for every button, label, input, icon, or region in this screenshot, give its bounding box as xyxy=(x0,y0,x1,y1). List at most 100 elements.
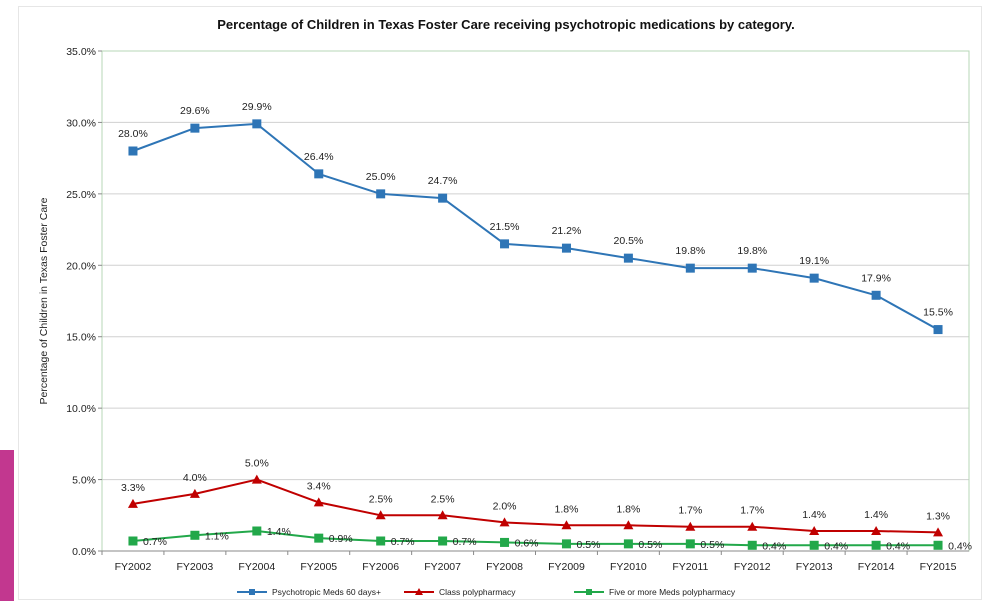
x-tick-label: FY2009 xyxy=(548,561,585,573)
slide-accent-bar xyxy=(0,450,14,601)
x-tick-label: FY2008 xyxy=(486,561,523,573)
x-tick-label: FY2003 xyxy=(177,561,214,573)
legend-label: Five or more Meds polypharmacy xyxy=(609,587,736,597)
data-label: 15.5% xyxy=(923,307,953,319)
x-tick-label: FY2004 xyxy=(238,561,275,573)
data-point xyxy=(933,527,944,537)
data-label: 0.5% xyxy=(700,539,724,551)
data-label: 4.0% xyxy=(183,472,207,484)
gridlines xyxy=(102,50,969,481)
data-point xyxy=(376,536,386,546)
data-label: 2.5% xyxy=(369,493,393,505)
y-tick-label: 5.0% xyxy=(72,475,96,487)
data-label: 1.3% xyxy=(926,510,950,522)
series-line xyxy=(132,530,938,547)
data-point xyxy=(438,193,448,203)
data-point xyxy=(313,497,324,507)
data-point xyxy=(128,146,138,156)
legend-label: Psychotropic Meds 60 days+ xyxy=(272,587,381,597)
data-point xyxy=(438,536,448,546)
data-point xyxy=(252,526,262,536)
y-tick-label: 35.0% xyxy=(66,46,96,58)
chart-frame: Percentage of Children in Texas Foster C… xyxy=(18,6,982,600)
y-tick-label: 30.0% xyxy=(66,117,96,129)
series-layer xyxy=(127,119,944,550)
data-label: 0.5% xyxy=(638,539,662,551)
data-point xyxy=(747,540,757,550)
axes: 0.0% 5.0% 10.0% 15.0% 20.0% 25.0% 30.0% 35.0% FY… xyxy=(66,46,970,573)
data-label: 1.8% xyxy=(616,503,640,515)
data-point xyxy=(747,521,758,531)
data-point xyxy=(871,540,881,550)
data-label: 0.7% xyxy=(453,536,477,548)
series-line xyxy=(132,122,939,331)
data-point xyxy=(376,189,386,199)
data-point xyxy=(251,474,262,484)
series-line xyxy=(132,478,939,534)
data-point xyxy=(561,539,571,549)
data-label: 1.4% xyxy=(267,526,291,538)
legend: Psychotropic Meds 60 days+ Class polyphar… xyxy=(237,587,736,597)
data-point xyxy=(871,526,882,535)
x-tick-label: FY2011 xyxy=(672,561,708,573)
data-label: 0.7% xyxy=(391,536,415,548)
data-label: 0.4% xyxy=(948,540,972,552)
legend-marker xyxy=(415,588,423,595)
data-point xyxy=(128,536,138,546)
data-point xyxy=(500,537,510,547)
data-point xyxy=(809,526,820,535)
data-label: 0.4% xyxy=(824,540,848,552)
data-label: 0.9% xyxy=(329,533,353,545)
x-tick-label: FY2010 xyxy=(610,561,647,573)
data-point xyxy=(189,488,200,498)
data-point xyxy=(685,263,695,273)
data-point xyxy=(623,520,634,530)
data-point xyxy=(623,253,633,263)
data-point xyxy=(747,263,757,273)
x-tick-label: FY2013 xyxy=(796,561,833,573)
data-point xyxy=(190,530,200,540)
x-tick-label: FY2002 xyxy=(115,561,152,573)
data-point xyxy=(933,325,943,335)
data-label: 20.5% xyxy=(614,235,644,247)
data-label: 2.0% xyxy=(493,500,517,512)
x-tick-label: FY2012 xyxy=(734,561,771,573)
x-tick-label: FY2007 xyxy=(424,561,461,573)
data-label: 28.0% xyxy=(118,128,148,140)
data-point xyxy=(685,539,695,549)
data-label: 19.8% xyxy=(675,245,705,257)
data-label: 0.5% xyxy=(576,539,600,551)
data-label: 0.6% xyxy=(515,537,539,549)
data-label: 17.9% xyxy=(861,272,891,284)
data-label: 19.8% xyxy=(737,245,767,257)
data-point xyxy=(500,239,510,249)
data-label: 3.3% xyxy=(121,482,145,494)
data-label: 21.5% xyxy=(490,221,520,233)
data-point xyxy=(809,540,819,550)
legend-marker xyxy=(249,589,255,595)
data-label: 0.4% xyxy=(886,540,910,552)
x-tick-label: FY2005 xyxy=(300,561,337,573)
legend-label: Class polypharmacy xyxy=(439,587,516,597)
chart-title: Percentage of Children in Texas Foster C… xyxy=(217,17,794,32)
y-tick-label: 20.0% xyxy=(66,260,96,272)
data-point xyxy=(252,119,262,129)
data-point xyxy=(190,123,200,133)
y-tick-label: 25.0% xyxy=(66,189,96,201)
y-axis-title: Percentage of Children in Texas Foster C… xyxy=(38,197,50,404)
data-point xyxy=(561,243,571,253)
x-tick-label: FY2006 xyxy=(362,561,399,573)
y-tick-label: 15.0% xyxy=(66,332,96,344)
data-label: 24.7% xyxy=(428,175,458,187)
data-label: 1.7% xyxy=(740,505,764,517)
data-point xyxy=(314,169,324,179)
legend-marker xyxy=(586,589,592,595)
y-tick-label: 10.0% xyxy=(66,403,96,415)
data-point xyxy=(871,290,881,300)
data-label: 0.4% xyxy=(762,540,786,552)
data-label: 1.7% xyxy=(678,505,702,517)
data-label: 21.2% xyxy=(552,225,582,237)
data-label: 0.7% xyxy=(143,536,167,548)
data-label: 1.4% xyxy=(802,509,826,521)
data-point xyxy=(375,510,386,520)
